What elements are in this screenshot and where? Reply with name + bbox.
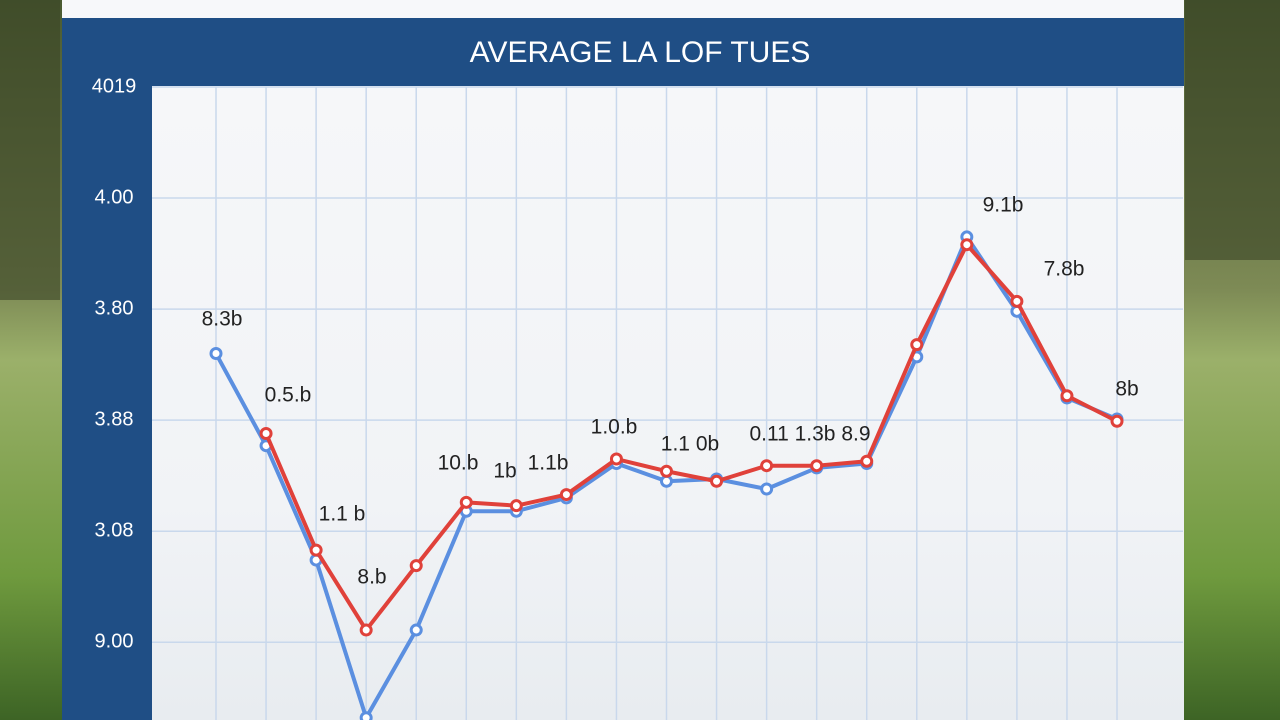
tree [1185, 0, 1280, 260]
point [459, 495, 473, 509]
point [760, 459, 774, 473]
point [409, 559, 423, 573]
chart-panel [62, 0, 1184, 720]
point [409, 623, 423, 637]
point [559, 488, 573, 502]
series-line [264, 242, 1118, 633]
point [209, 347, 223, 361]
point [359, 711, 373, 720]
point [860, 454, 874, 468]
data-label: 1.1 0b [661, 433, 719, 456]
data-label: 7.8b [1044, 258, 1085, 281]
point [1110, 414, 1124, 428]
data-label: 1b [493, 460, 516, 483]
data-label: 1.1 b [319, 503, 366, 526]
y-tick-label: 3.08 [95, 519, 134, 541]
data-label: 8.3b [202, 308, 243, 331]
point [609, 452, 623, 466]
point [910, 338, 924, 352]
tree [0, 0, 60, 300]
point [710, 474, 724, 488]
y-tick-label: 9.00 [95, 631, 134, 653]
data-label: 10.b [438, 452, 479, 475]
data-label: 8.b [357, 566, 386, 589]
data-label: 1.0.b [591, 416, 638, 439]
point [1010, 294, 1024, 308]
chart-title: AVERAGE LA LOF TUES [470, 36, 811, 69]
point [1060, 389, 1074, 403]
data-label: 0.11 1.3b 8.9 [749, 423, 870, 446]
point [309, 543, 323, 557]
data-label: 8b [1115, 378, 1138, 401]
data-label: 1.1b [528, 452, 569, 475]
axis-strip [62, 86, 152, 720]
title-bar [62, 18, 1184, 86]
data-label: 0.5.b [265, 384, 312, 407]
y-tick-label: 4019 [92, 75, 137, 97]
point [660, 464, 673, 478]
point [359, 623, 373, 637]
data-label: 9.1b [983, 194, 1024, 217]
point [259, 426, 273, 440]
point [760, 482, 774, 496]
y-tick-label: 3.88 [95, 408, 134, 430]
y-tick-label: 3.80 [95, 297, 134, 319]
point [960, 238, 974, 252]
y-tick-label: 4.00 [95, 186, 134, 208]
point [810, 459, 824, 473]
point [509, 499, 523, 513]
